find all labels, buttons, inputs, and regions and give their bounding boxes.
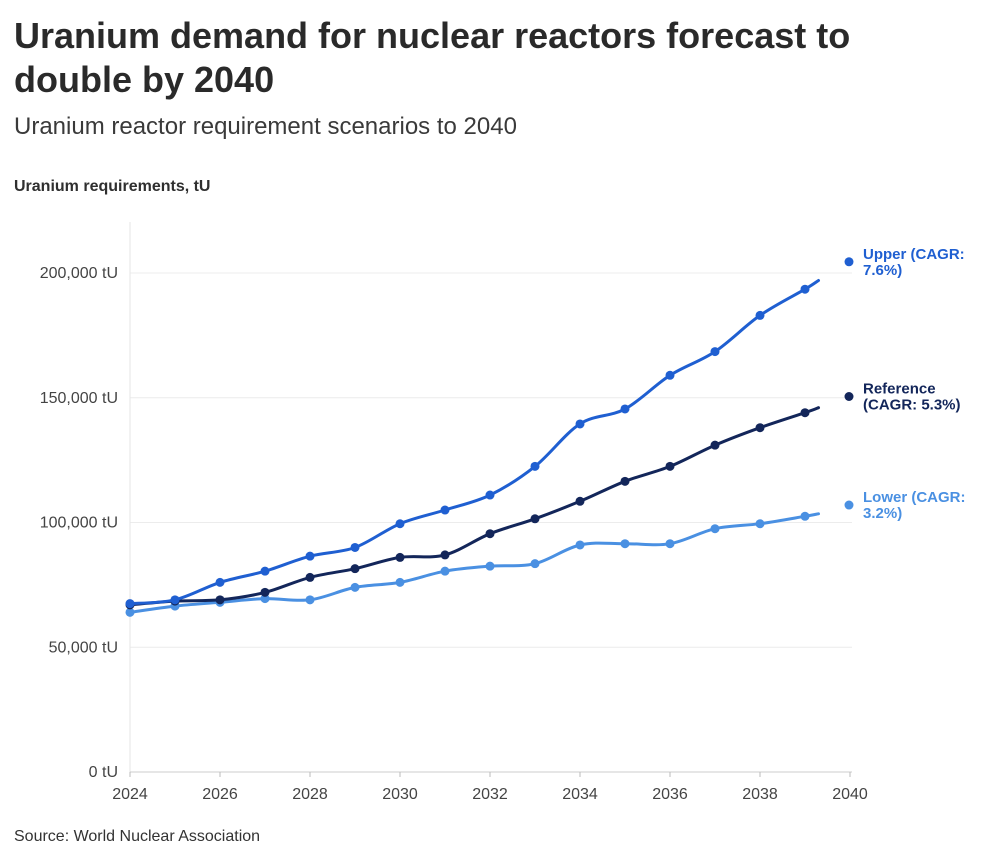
data-point-upper	[665, 370, 675, 380]
series-lines	[125, 279, 820, 617]
series-label-line: Lower (CAGR:	[863, 489, 966, 506]
data-point-upper	[620, 404, 630, 414]
data-point-upper	[710, 347, 720, 357]
x-tick-label: 2040	[832, 786, 868, 803]
data-point-lower	[665, 539, 675, 549]
x-tick-label: 2038	[742, 786, 778, 803]
data-point-reference	[440, 550, 450, 560]
chart-title: Uranium demand for nuclear reactors fore…	[14, 15, 851, 100]
data-point-reference	[350, 564, 360, 574]
data-point-upper	[395, 519, 405, 529]
data-point-reference	[260, 587, 270, 597]
grid-lines	[130, 272, 852, 648]
data-point-reference	[620, 476, 630, 486]
data-point-lower	[125, 607, 135, 617]
data-point-upper	[755, 310, 765, 320]
series-label-line: Reference	[863, 381, 936, 398]
data-point-upper	[215, 577, 225, 587]
series-label-line: (CAGR: 5.3%)	[863, 397, 961, 414]
legend-marker-lower	[844, 500, 854, 510]
data-point-upper	[485, 490, 495, 500]
data-point-lower	[440, 566, 450, 576]
data-point-reference	[800, 408, 810, 418]
y-tick-label: 50,000 tU	[49, 639, 118, 656]
series-labels: Upper (CAGR: 7.6%) Reference (CAGR: 5.3%) Lo…	[844, 246, 966, 522]
data-point-upper	[170, 595, 180, 605]
data-point-lower	[305, 595, 315, 605]
series-line-reference	[128, 406, 820, 607]
data-point-lower	[260, 594, 270, 604]
data-point-lower	[710, 524, 720, 534]
data-point-reference	[395, 552, 405, 562]
data-point-lower	[620, 539, 630, 549]
x-tick-label: 2032	[472, 786, 508, 803]
data-point-reference	[485, 529, 495, 539]
y-tick-label: 100,000 tU	[40, 515, 118, 532]
data-point-lower	[755, 519, 765, 529]
data-point-lower	[395, 577, 405, 587]
tick-labels: 0 tU 50,000 tU 100,000 tU 150,000 tU 200,000…	[40, 265, 868, 803]
x-tick-label: 2030	[382, 786, 418, 803]
data-point-reference	[215, 595, 225, 605]
data-point-reference	[575, 496, 585, 506]
x-tick-label: 2036	[652, 786, 688, 803]
source-note: Source: World Nuclear Association	[14, 828, 261, 845]
x-tick-label: 2028	[292, 786, 328, 803]
data-point-upper	[350, 542, 360, 552]
data-point-upper	[530, 461, 540, 471]
axes	[129, 222, 852, 773]
data-point-reference	[305, 572, 315, 582]
series-label-line: Upper (CAGR:	[863, 246, 965, 263]
data-point-lower	[350, 582, 360, 592]
data-point-reference	[530, 514, 540, 524]
y-tick-label: 150,000 tU	[40, 390, 118, 407]
data-point-reference	[755, 423, 765, 433]
data-point-upper	[260, 566, 270, 576]
data-point-upper	[125, 599, 135, 609]
series-label-upper: Upper (CAGR: 7.6%)	[863, 246, 965, 279]
data-point-lower	[575, 540, 585, 550]
x-tick-label: 2034	[562, 786, 598, 803]
series-label-line: 3.2%)	[863, 505, 902, 522]
y-axis-title: Uranium requirements, tU	[14, 178, 211, 195]
data-point-reference	[710, 440, 720, 450]
x-tick-label: 2024	[112, 786, 148, 803]
x-tick-label: 2026	[202, 786, 238, 803]
y-tick-label: 0 tU	[89, 764, 118, 781]
data-point-lower	[800, 511, 810, 521]
legend-marker-reference	[844, 392, 854, 402]
data-point-upper	[305, 551, 315, 561]
data-point-lower	[485, 561, 495, 571]
data-point-upper	[800, 284, 810, 294]
legend-marker-upper	[844, 257, 854, 267]
chart-subtitle: Uranium reactor requirement scenarios to…	[14, 113, 517, 140]
series-label-line: 7.6%)	[863, 262, 902, 279]
series-label-reference: Reference (CAGR: 5.3%)	[863, 381, 961, 414]
data-point-upper	[575, 419, 585, 429]
y-tick-label: 200,000 tU	[40, 265, 118, 282]
data-point-upper	[440, 505, 450, 515]
data-point-reference	[665, 461, 675, 471]
data-point-lower	[530, 559, 540, 569]
series-label-lower: Lower (CAGR: 3.2%)	[863, 489, 966, 522]
